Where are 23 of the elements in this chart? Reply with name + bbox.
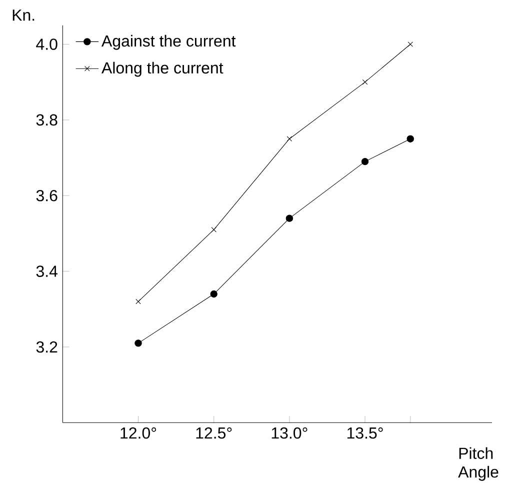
y-tick-label: 3.4 xyxy=(36,266,58,278)
y-tick-label: 3.6 xyxy=(36,190,58,202)
x-axis-title: Pitch Angle xyxy=(458,447,498,481)
y-axis-title: Kn. xyxy=(12,10,34,21)
x-tick-label: 13.5° xyxy=(347,428,383,439)
x-tick-label: 13.0° xyxy=(272,428,308,439)
point xyxy=(361,158,369,166)
point xyxy=(406,135,414,143)
point xyxy=(211,227,216,232)
point xyxy=(362,80,368,85)
point xyxy=(286,136,292,142)
y-tick-label: 3.2 xyxy=(36,341,58,353)
point xyxy=(210,290,218,298)
legend-label: Along the current xyxy=(102,62,224,77)
point xyxy=(408,42,413,48)
point xyxy=(286,214,294,222)
point xyxy=(134,340,142,347)
y-tick-label: 4.0 xyxy=(36,38,58,50)
x-tick-label: 12.0° xyxy=(120,428,156,439)
x-tick-label: 12.5° xyxy=(196,428,232,439)
legend-label: Against the current xyxy=(102,35,236,50)
y-tick-label: 3.8 xyxy=(36,114,58,126)
point xyxy=(136,299,141,304)
